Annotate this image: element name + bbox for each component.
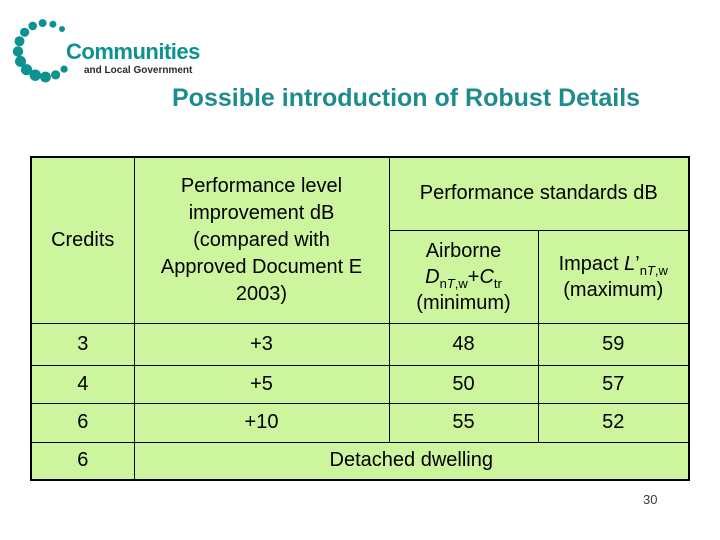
header-credits: Credits xyxy=(30,156,135,324)
cell-merged-detached-dwelling: Detached dwelling xyxy=(133,441,690,481)
airborne-label: Airborne xyxy=(425,239,502,262)
formula-sub-T: T xyxy=(646,262,655,278)
formula-plus: + xyxy=(467,265,480,288)
header-row-sub: Airborne DnT,w+Ctr (minimum) Impact L’nT… xyxy=(31,229,690,324)
table-row: 6 Detached dwelling xyxy=(30,441,690,481)
cell-airborne: 48 xyxy=(388,322,539,366)
page-number: 30 xyxy=(643,492,658,507)
header-impact: Impact L’nT,w (maximum) xyxy=(537,229,690,324)
formula-subscript: nT,w xyxy=(440,276,468,291)
impact-qualifier: (maximum) xyxy=(563,278,664,301)
cell-credits: 6 xyxy=(30,402,135,443)
airborne-formula: DnT,w+Ctr xyxy=(390,264,538,290)
logo-tagline-text: and Local Government xyxy=(84,65,193,76)
formula-prime: ’ xyxy=(635,252,640,275)
communities-dotted-c-icon xyxy=(12,19,68,83)
table-row: 3 +3 48 59 xyxy=(30,322,690,366)
header-improvement-line: (compared with xyxy=(193,228,330,251)
formula-sub-T: T xyxy=(446,275,455,291)
cell-impact: 57 xyxy=(537,364,690,404)
table-row: 6 +10 55 52 xyxy=(30,402,690,443)
formula-symbol-L: L xyxy=(624,252,636,275)
header-improvement: Performance level improvement dB (compar… xyxy=(133,156,390,324)
formula-sub-n: n xyxy=(439,275,447,291)
table-row: 4 +5 50 57 xyxy=(30,364,690,404)
robust-details-table: Credits Performance level improvement dB… xyxy=(30,156,690,481)
header-row-top: Credits Performance level improvement dB… xyxy=(30,156,690,324)
cell-improvement: +3 xyxy=(133,322,390,366)
airborne-qualifier: (minimum) xyxy=(416,291,511,314)
formula-sub-tr: tr xyxy=(493,275,502,291)
formula-sub-w: ,w xyxy=(654,262,668,278)
logo-brand-text: Communities xyxy=(66,39,200,64)
formula-symbol-C: C xyxy=(479,265,494,288)
cell-impact: 59 xyxy=(537,322,690,366)
cell-credits: 6 xyxy=(30,441,135,481)
cell-impact: 52 xyxy=(537,402,690,443)
impact-label: Impact xyxy=(558,252,625,275)
cell-credits: 4 xyxy=(30,364,135,404)
impact-formula: Impact L’nT,w xyxy=(539,251,689,277)
formula-symbol-D: D xyxy=(425,265,440,288)
header-airborne: Airborne DnT,w+Ctr (minimum) xyxy=(388,229,539,324)
formula-subscript: nT,w xyxy=(640,263,668,278)
formula-sub-n: n xyxy=(639,262,647,278)
slide-title: Possible introduction of Robust Details xyxy=(172,84,641,112)
cell-credits: 3 xyxy=(30,322,135,366)
header-improvement-line: 2003) xyxy=(235,282,288,305)
cell-improvement: +5 xyxy=(133,364,390,404)
cell-improvement: +10 xyxy=(133,402,390,443)
header-improvement-line: improvement dB xyxy=(188,201,335,224)
header-improvement-line: Performance level xyxy=(180,174,343,197)
header-standards: Performance standards dB xyxy=(388,156,690,231)
formula-sub-w: ,w xyxy=(454,275,468,291)
header-improvement-line: Approved Document E xyxy=(160,255,363,278)
logo: Communities and Local Government xyxy=(12,6,272,86)
cell-airborne: 55 xyxy=(388,402,539,443)
cell-airborne: 50 xyxy=(388,364,539,404)
